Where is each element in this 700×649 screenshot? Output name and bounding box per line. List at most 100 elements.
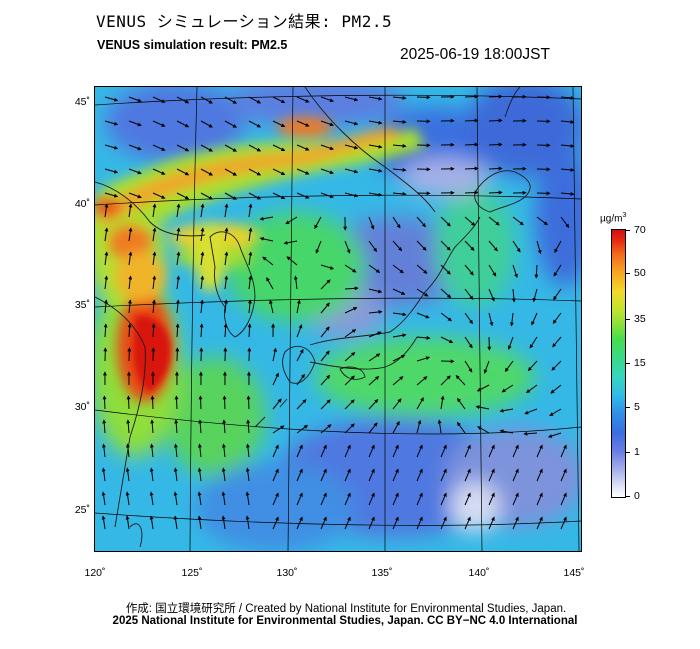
wind-arrow bbox=[149, 443, 154, 458]
wind-arrow bbox=[488, 264, 497, 277]
wind-arrow bbox=[368, 144, 383, 149]
wind-arrow bbox=[457, 397, 466, 410]
wind-arrow bbox=[296, 120, 310, 127]
wind-arrow bbox=[296, 424, 309, 434]
wind-arrow bbox=[246, 419, 251, 434]
wind-arrow bbox=[174, 419, 179, 434]
wind-arrow bbox=[392, 240, 403, 252]
wind-arrow bbox=[552, 336, 562, 348]
license-line: 2025 National Institute for Environmenta… bbox=[112, 615, 578, 627]
wind-arrow bbox=[368, 240, 378, 253]
wind-arrow bbox=[104, 203, 109, 218]
wind-arrow bbox=[368, 192, 383, 197]
wind-arrow bbox=[245, 443, 250, 458]
wind-arrow bbox=[392, 119, 407, 124]
wind-arrow bbox=[392, 191, 407, 196]
wind-arrow bbox=[416, 468, 423, 482]
wind-arrow bbox=[368, 444, 375, 458]
wind-arrow bbox=[197, 515, 202, 530]
wind-arrow bbox=[320, 264, 335, 270]
wind-arrow bbox=[128, 227, 133, 242]
wind-arrow bbox=[176, 96, 190, 104]
wind-arrow bbox=[245, 467, 250, 482]
wind-arrow bbox=[104, 192, 119, 198]
wind-arrow bbox=[416, 312, 430, 319]
wind-arrow bbox=[560, 167, 575, 172]
wind-arrow bbox=[560, 468, 567, 482]
wind-arrow bbox=[560, 191, 575, 196]
wind-arrow bbox=[499, 408, 514, 413]
colorbar-label: 1 bbox=[634, 446, 640, 458]
wind-arrow bbox=[456, 421, 466, 434]
lon-tick-label: 130˚ bbox=[276, 567, 298, 579]
wind-arrow bbox=[175, 323, 180, 338]
wind-arrow bbox=[247, 323, 252, 338]
wind-arrow bbox=[416, 516, 423, 530]
colorbar-tick bbox=[625, 496, 630, 497]
wind-arrow bbox=[368, 264, 381, 273]
wind-arrow bbox=[488, 492, 495, 506]
colorbar-label: 70 bbox=[634, 224, 646, 236]
wind-arrow bbox=[416, 216, 426, 228]
wind-arrow bbox=[560, 119, 575, 124]
colorbar-tick bbox=[625, 407, 630, 408]
wind-arrow bbox=[368, 288, 383, 294]
wind-arrow bbox=[536, 444, 543, 458]
wind-arrow bbox=[248, 203, 253, 218]
wind-arrow bbox=[296, 348, 304, 362]
wind-arrow bbox=[344, 492, 351, 506]
wind-arrow bbox=[176, 144, 190, 152]
wind-arrow bbox=[224, 192, 237, 200]
lon-tick-label: 145˚ bbox=[563, 567, 585, 579]
wind-arrow bbox=[128, 96, 142, 103]
wind-arrow bbox=[368, 216, 375, 230]
wind-arrow bbox=[392, 468, 399, 482]
wind-arrow bbox=[440, 336, 454, 344]
wind-arrow bbox=[272, 468, 279, 482]
wind-arrow bbox=[285, 216, 298, 225]
wind-arrow bbox=[104, 96, 119, 102]
wind-arrow bbox=[512, 216, 524, 226]
wind-arrow bbox=[176, 275, 181, 290]
wind-arrow bbox=[150, 395, 155, 410]
wind-arrow bbox=[272, 144, 286, 152]
wind-arrow bbox=[551, 360, 562, 371]
wind-arrow bbox=[416, 376, 428, 386]
wind-arrow bbox=[392, 444, 399, 458]
wind-arrow bbox=[200, 251, 205, 266]
wind-arrow bbox=[344, 144, 359, 150]
wind-arrow bbox=[368, 468, 375, 482]
wind-arrow bbox=[527, 360, 538, 372]
map-canvas bbox=[95, 87, 581, 551]
wind-arrow bbox=[127, 323, 132, 338]
wind-arrow bbox=[344, 307, 358, 314]
wind-arrow bbox=[488, 240, 498, 252]
wind-arrow bbox=[197, 443, 202, 458]
wind-arrow bbox=[176, 168, 190, 176]
wind-arrow bbox=[344, 192, 359, 198]
wind-arrow bbox=[104, 227, 109, 242]
wind-arrow bbox=[101, 515, 106, 530]
wind-arrow bbox=[392, 288, 406, 295]
wind-arrow bbox=[221, 443, 226, 458]
colorbar-tick bbox=[625, 319, 630, 320]
wind-arrow bbox=[416, 444, 423, 458]
wind-arrow bbox=[296, 516, 303, 530]
title-japanese: VENUS シミュレーション結果: PM2.5 bbox=[96, 12, 393, 31]
lon-tick-label: 135˚ bbox=[371, 567, 393, 579]
wind-arrow bbox=[175, 299, 180, 314]
wind-arrow bbox=[200, 144, 213, 152]
wind-arrow bbox=[104, 144, 119, 150]
wind-arrow bbox=[344, 96, 359, 102]
wind-arrow bbox=[560, 95, 575, 100]
wind-arrow bbox=[296, 468, 303, 482]
wind-arrow bbox=[104, 275, 109, 290]
wind-arrow bbox=[173, 467, 178, 482]
wind-arrow bbox=[262, 256, 274, 266]
wind-arrow bbox=[200, 120, 213, 128]
wind-arrow bbox=[296, 96, 310, 103]
wind-arrow bbox=[320, 350, 330, 362]
wind-arrow bbox=[368, 120, 383, 125]
wind-arrow bbox=[464, 336, 473, 349]
wind-arrow bbox=[296, 399, 307, 410]
